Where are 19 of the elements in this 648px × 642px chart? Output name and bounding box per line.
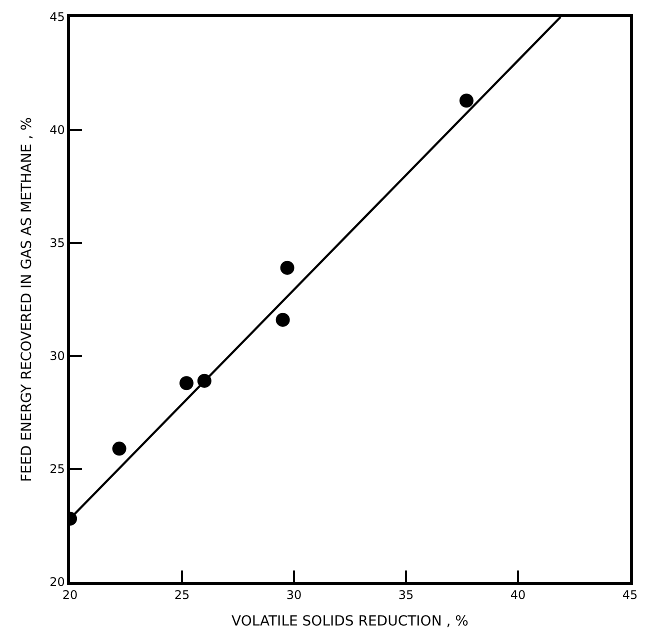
- x-tick-label: 20: [62, 588, 78, 602]
- point: [459, 94, 474, 108]
- x-tick-label: 35: [398, 588, 414, 602]
- x-axis-title: VOLATILE SOLIDS REDUCTION , %: [232, 613, 468, 630]
- y-axis-title: FEED ENERGY RECOVERED IN GAS AS METHANE , %: [19, 117, 36, 482]
- y-tick-label: 45: [50, 10, 65, 24]
- y-tick-label: 25: [50, 462, 65, 476]
- y-tick-label: 30: [50, 349, 65, 364]
- x-tick-label: 30: [286, 588, 302, 602]
- x-tick-label: 40: [510, 588, 526, 602]
- y-tick-label: 20: [50, 575, 65, 590]
- y-tick-label: 35: [50, 236, 65, 250]
- point: [112, 442, 126, 456]
- x-tick-label: 45: [622, 588, 638, 602]
- x-tick-label: 25: [174, 588, 190, 602]
- point: [280, 260, 294, 275]
- point: [179, 376, 194, 390]
- y-tick-label: 40: [50, 123, 65, 138]
- point: [276, 312, 290, 327]
